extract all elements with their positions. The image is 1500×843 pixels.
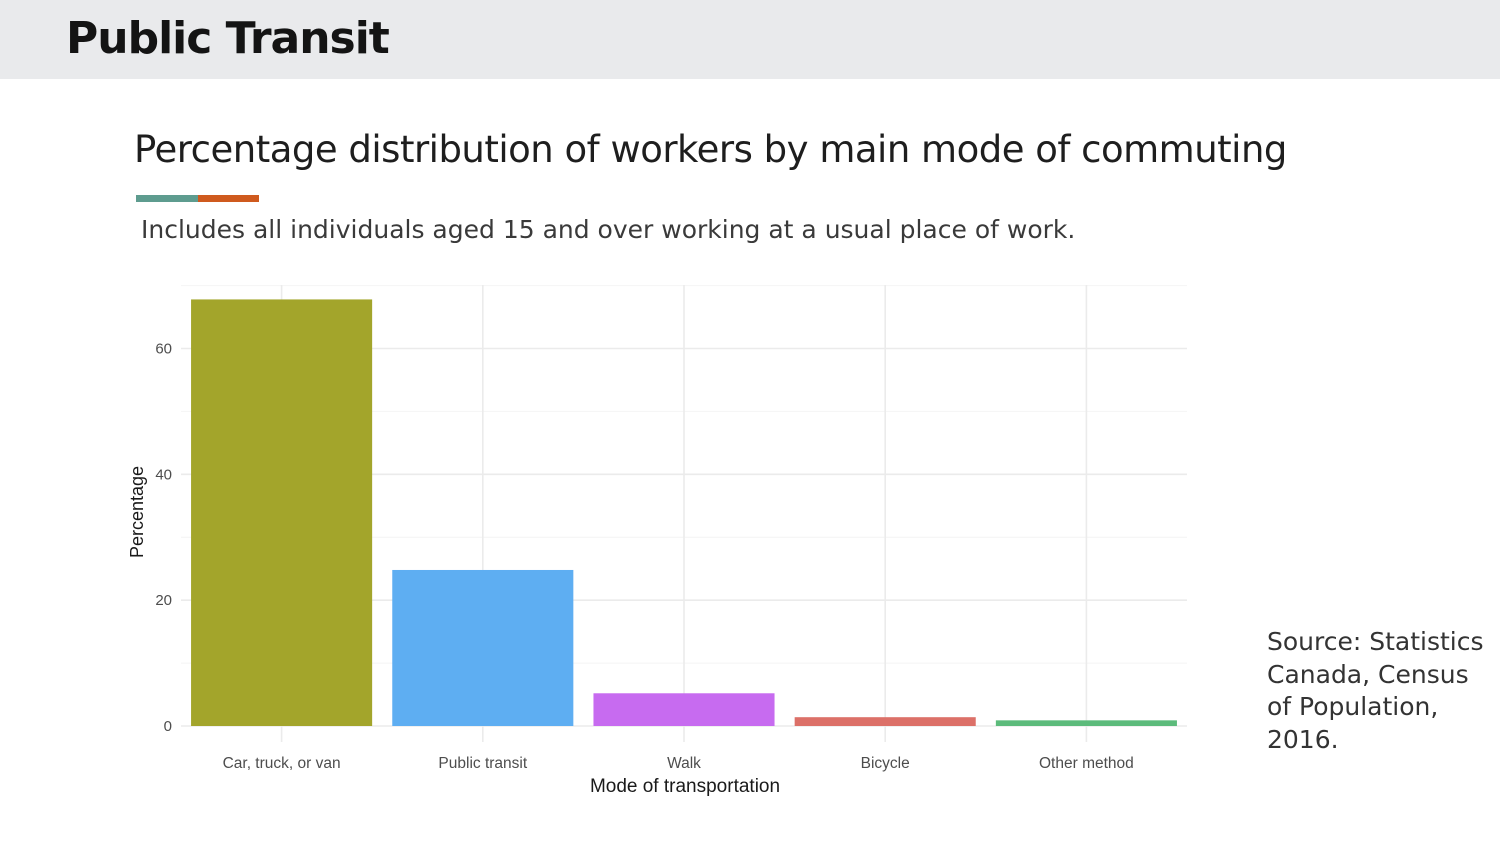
y-tick-labels: 0 20 40 60 [155,341,172,736]
bar-car-truck-or-van [191,299,373,726]
bar-other-method [995,720,1177,726]
bar-bicycle [794,717,976,726]
slide-title: Public Transit [66,13,390,64]
x-axis-label: Mode of transportation [590,776,780,797]
x-tick-label: Bicycle [861,755,910,772]
x-tick-label: Other method [1039,755,1134,772]
chart-title: Percentage distribution of workers by ma… [134,128,1287,171]
y-tick-label: 0 [164,718,172,735]
chart-subtitle: Includes all individuals aged 15 and ove… [141,215,1076,244]
header-bar [0,0,1500,79]
y-tick-label: 40 [155,466,172,483]
bar-walk [593,693,775,726]
source-note: Source: Statistics Canada, Census of Pop… [1267,627,1484,754]
bar-public-transit [392,569,574,726]
bars [191,299,1177,726]
y-tick-label: 60 [155,341,172,358]
x-tick-label: Walk [667,755,701,772]
y-tick-label: 20 [155,592,172,609]
x-tick-labels: Car, truck, or van Public transit Walk Bicy… [223,755,1134,772]
x-tick-label: Car, truck, or van [223,755,341,772]
y-axis-label: Percentage [127,466,147,558]
x-tick-label: Public transit [438,755,527,772]
title-accent-orange [198,195,259,202]
title-accent-teal [136,195,198,202]
